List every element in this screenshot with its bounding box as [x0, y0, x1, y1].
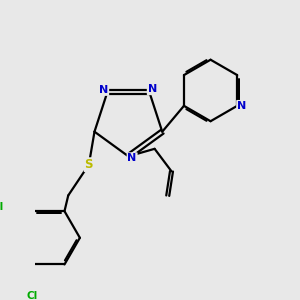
Text: N: N [99, 85, 108, 95]
Text: N: N [148, 84, 157, 94]
Text: N: N [128, 153, 137, 163]
Text: N: N [237, 101, 246, 111]
Text: Cl: Cl [26, 291, 38, 300]
Text: S: S [85, 158, 93, 171]
Text: Cl: Cl [0, 202, 4, 212]
